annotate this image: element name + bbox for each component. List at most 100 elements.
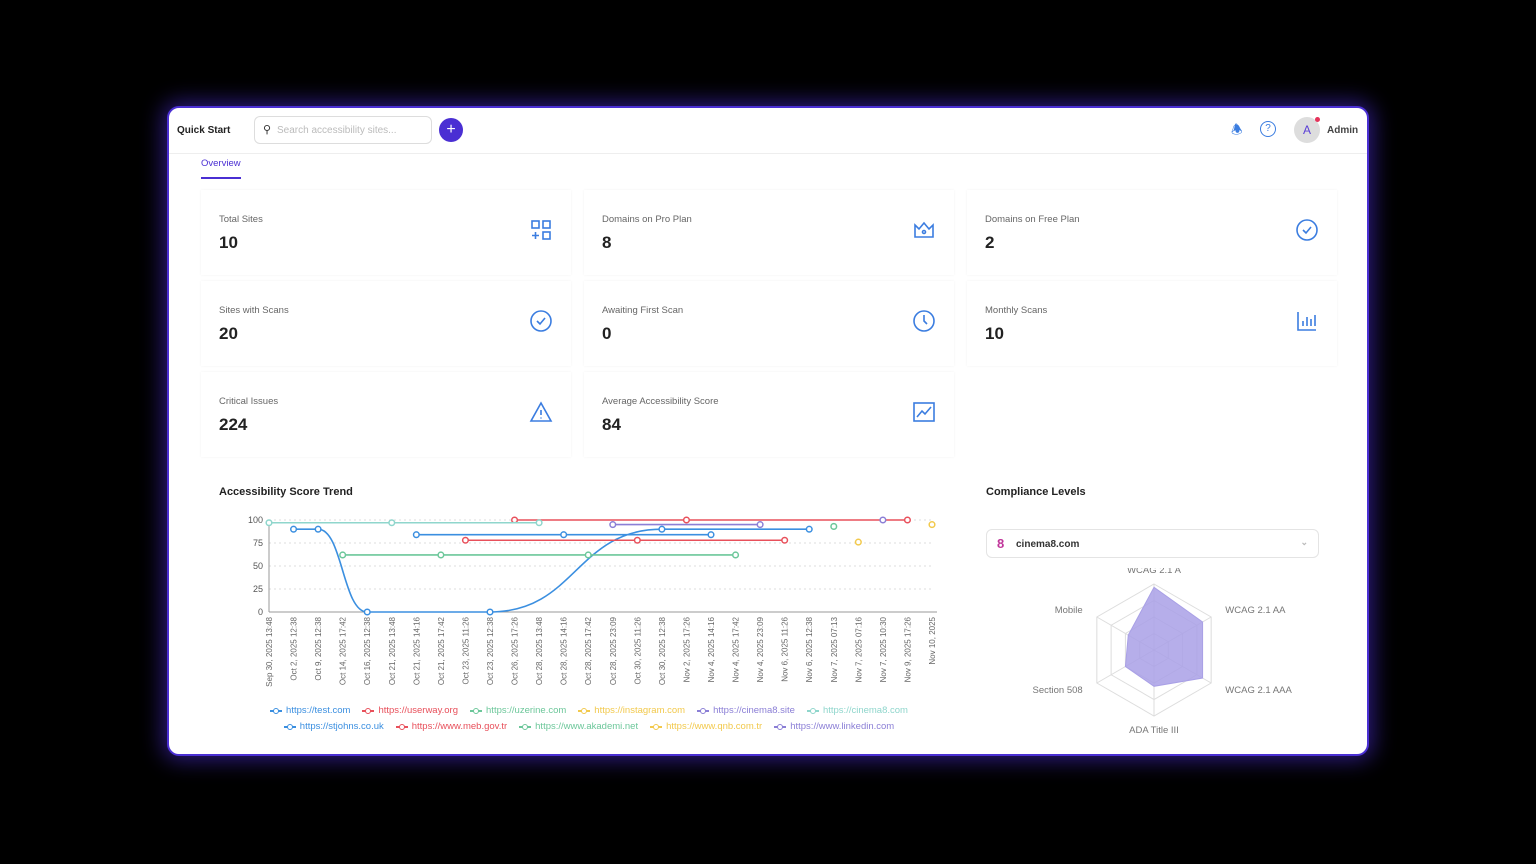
- bar-chart-icon: [1295, 309, 1319, 333]
- user-name[interactable]: Admin: [1327, 125, 1359, 136]
- radar-axis-label: WCAG 2.1 AA: [1225, 605, 1286, 616]
- warning-icon: [529, 400, 553, 424]
- legend-marker: [519, 723, 532, 730]
- radar-axis-label: WCAG 2.1 AAA: [1225, 685, 1292, 696]
- legend-label: https://uzerine.com: [486, 705, 567, 716]
- data-point: [437, 551, 445, 559]
- quick-start-link[interactable]: Quick Start: [177, 125, 231, 136]
- legend-item[interactable]: https://www.akademi.net: [519, 720, 638, 733]
- avatar[interactable]: A: [1294, 117, 1320, 143]
- data-point: [756, 521, 764, 529]
- legend-marker: [578, 707, 591, 714]
- legend-marker: [395, 723, 408, 730]
- stat-label: Domains on Free Plan: [985, 214, 1080, 225]
- data-point: [560, 531, 568, 539]
- series-line: [293, 528, 810, 613]
- legend-item[interactable]: https://userway.org: [362, 704, 458, 717]
- legend-item[interactable]: https://www.meb.gov.tr: [395, 720, 507, 733]
- y-tick-label: 0: [258, 607, 263, 617]
- legend-item[interactable]: https://uzerine.com: [470, 704, 566, 717]
- data-point: [633, 536, 641, 544]
- site-select[interactable]: 8 cinema8.com ⌄: [986, 529, 1319, 558]
- legend-label: https://test.com: [286, 705, 351, 716]
- legend-item[interactable]: https://test.com: [270, 704, 350, 717]
- x-tick-label: Nov 9, 2025 17:26: [903, 616, 912, 682]
- search-input[interactable]: ⚲ Search accessibility sites...: [254, 116, 432, 144]
- legend-label: https://stjohns.co.uk: [299, 721, 384, 732]
- x-tick-label: Oct 23, 2025 11:26: [461, 616, 470, 684]
- stat-value: 10: [985, 324, 1004, 343]
- y-tick-label: 75: [253, 538, 263, 548]
- x-tick-label: Nov 7, 2025 10:30: [879, 616, 888, 682]
- y-tick-label: 100: [248, 515, 263, 525]
- selected-site: cinema8.com: [1016, 539, 1080, 550]
- x-tick-label: Oct 14, 2025 17:42: [339, 616, 348, 685]
- x-tick-label: Oct 23, 2025 12:38: [486, 616, 495, 685]
- x-tick-label: Nov 6, 2025 11:26: [781, 616, 790, 681]
- data-point: [388, 519, 396, 527]
- stat-card: Domains on Pro Plan 8: [584, 190, 954, 275]
- stat-card: Total Sites 10: [201, 190, 571, 275]
- x-tick-label: Oct 21, 2025 14:16: [412, 616, 421, 685]
- x-tick-label: Oct 28, 2025 14:16: [560, 616, 569, 685]
- stat-label: Critical Issues: [219, 396, 279, 407]
- legend-item[interactable]: https://instagram.com: [578, 704, 685, 717]
- data-point: [682, 516, 690, 524]
- search-placeholder: Search accessibility sites...: [277, 125, 397, 136]
- data-point: [461, 536, 469, 544]
- avatar-initial: A: [1302, 123, 1311, 137]
- x-tick-label: Oct 26, 2025 17:26: [511, 616, 520, 685]
- data-point: [830, 522, 838, 530]
- chevron-down-icon: ⌄: [1300, 537, 1308, 547]
- compliance-title: Compliance Levels: [986, 486, 1086, 498]
- tab-overview[interactable]: Overview: [201, 158, 241, 179]
- x-tick-label: Nov 7, 2025 07:13: [830, 616, 839, 682]
- x-tick-label: Oct 28, 2025 17:42: [584, 616, 593, 685]
- legend-item[interactable]: https://stjohns.co.uk: [283, 720, 384, 733]
- legend-item[interactable]: https://cinema8.site: [697, 704, 795, 717]
- stat-value: 84: [602, 415, 621, 434]
- notification-dot: [1315, 117, 1320, 122]
- radar-axis-label: Section 508: [1033, 685, 1083, 696]
- legend-label: https://www.linkedin.com: [790, 721, 895, 732]
- add-site-button[interactable]: +: [439, 118, 463, 142]
- x-tick-label: Nov 7, 2025 07:16: [854, 616, 863, 682]
- data-point: [265, 519, 273, 527]
- legend-label: https://cinema8.com: [822, 705, 908, 716]
- data-point: [584, 551, 592, 559]
- x-tick-label: Oct 2, 2025 12:38: [290, 616, 299, 680]
- legend-marker: [650, 723, 663, 730]
- legend-label: https://cinema8.site: [713, 705, 795, 716]
- data-point: [781, 536, 789, 544]
- grid-plus-icon: [529, 218, 553, 242]
- legend-marker: [270, 707, 283, 714]
- x-tick-label: Sep 30, 2025 13:48: [265, 616, 274, 686]
- score-trend-chart: 0 25 50 75 100 Sep 30, 2025 13:48 Oct 2, 2025 …: [248, 515, 937, 687]
- legend-item[interactable]: https://www.qnb.com.tr: [650, 720, 762, 733]
- bell-icon[interactable]: 🕭: [1231, 122, 1243, 137]
- legend-label: https://instagram.com: [594, 705, 686, 716]
- x-tick-label: Nov 4, 2025 23:09: [756, 616, 765, 682]
- data-point: [903, 516, 911, 524]
- check-circle-icon: [1295, 218, 1319, 242]
- search-icon: ⚲: [263, 124, 272, 136]
- legend-item[interactable]: https://www.linkedin.com: [774, 720, 894, 733]
- x-tick-label: Nov 4, 2025 17:42: [732, 616, 741, 682]
- legend-label: https://www.qnb.com.tr: [666, 721, 763, 732]
- stat-label: Domains on Pro Plan: [602, 214, 692, 225]
- x-tick-label: Oct 16, 2025 12:38: [363, 616, 372, 685]
- legend-label: https://userway.org: [378, 705, 459, 716]
- stat-card: Domains on Free Plan 2: [967, 190, 1337, 275]
- clock-icon: [912, 309, 936, 333]
- data-point: [928, 521, 936, 529]
- stat-card: Critical Issues 224: [201, 372, 571, 457]
- data-point: [732, 551, 740, 559]
- help-icon[interactable]: ?: [1260, 121, 1276, 137]
- legend-marker: [362, 707, 375, 714]
- line-chart-icon: [912, 400, 936, 424]
- legend-marker: [470, 707, 483, 714]
- y-tick-label: 50: [253, 561, 263, 571]
- data-point: [363, 608, 371, 616]
- stat-card: Average Accessibility Score 84: [584, 372, 954, 457]
- legend-item[interactable]: https://cinema8.com: [806, 704, 908, 717]
